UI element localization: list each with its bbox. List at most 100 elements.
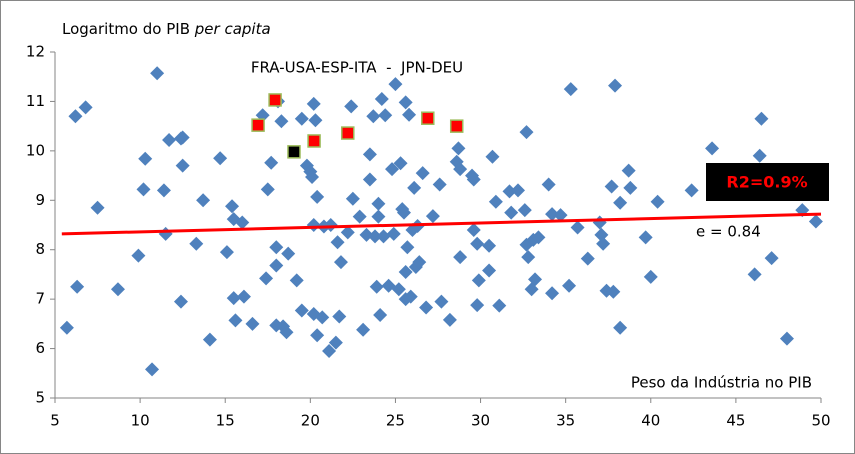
point [340,225,355,240]
point [643,269,658,284]
point [289,273,304,288]
point [470,236,485,251]
point [78,100,93,115]
point [294,111,309,126]
x-tick-label: 25 [386,412,405,430]
y-tick-label: 8 [35,240,45,258]
point [521,250,536,265]
point [305,170,320,185]
point [407,180,422,195]
point [281,246,296,261]
point [359,227,374,242]
y-tick-label: 10 [26,141,45,159]
y-tick-label: 12 [26,43,45,61]
point [235,215,250,230]
r2-box [706,163,829,201]
point [563,82,578,97]
point [202,332,217,347]
point [219,245,234,260]
point [307,134,321,148]
x-tick-label: 35 [556,412,575,430]
point [403,289,418,304]
point [434,294,449,309]
x-tick-label: 40 [641,412,660,430]
point [310,328,325,343]
x-tick-label: 45 [726,412,745,430]
r2-label: R2=0.9% [726,173,807,192]
point [752,148,767,163]
point [294,303,309,318]
point [269,258,284,273]
point [245,316,260,331]
point [371,196,386,211]
point [492,298,507,313]
point [684,183,699,198]
point [328,335,343,350]
point [545,207,560,222]
y-tick-label: 7 [35,290,45,308]
point [391,282,406,297]
point [553,208,568,223]
x-tick-label: 10 [131,412,150,430]
point [386,226,401,241]
x-tick-label: 15 [216,412,235,430]
point [374,91,389,106]
point [808,214,823,229]
point [226,291,241,306]
point [269,240,284,255]
point [623,180,638,195]
point [519,125,534,140]
y-tick-label: 11 [26,92,45,110]
point [145,362,160,377]
point [260,182,275,197]
point [341,126,355,140]
point [608,78,623,93]
point [471,273,486,288]
point [482,263,497,278]
point [310,189,325,204]
point [604,179,619,194]
point [545,286,560,301]
point [373,307,388,322]
point [412,255,427,270]
point [333,255,348,270]
title-italic: per capita [194,20,271,38]
x-tick-label: 5 [50,412,60,430]
point [385,162,400,177]
point [306,96,321,111]
y-tick-label: 5 [35,389,45,407]
point [531,230,546,245]
point [705,141,720,156]
point [344,99,359,114]
point [268,93,282,107]
point [594,227,609,242]
point [453,250,468,265]
point [488,194,503,209]
point [754,111,769,126]
point [415,166,430,181]
point [138,151,153,166]
point [470,298,485,313]
point [175,130,190,145]
point [606,284,621,299]
point [368,229,383,244]
x-tick-label: 30 [471,412,490,430]
point [345,191,360,206]
point [398,95,413,110]
point [562,278,577,293]
point [613,195,628,210]
point [764,251,779,266]
chart-title: Logaritmo do PIB per capita [62,20,271,38]
point [330,235,345,250]
point [68,109,83,124]
point [362,147,377,162]
point [638,230,653,245]
y-tick-label: 9 [35,191,45,209]
point [287,145,301,159]
point [213,151,228,166]
point [369,279,384,294]
point [482,238,497,253]
point [371,209,386,224]
point [432,177,447,192]
